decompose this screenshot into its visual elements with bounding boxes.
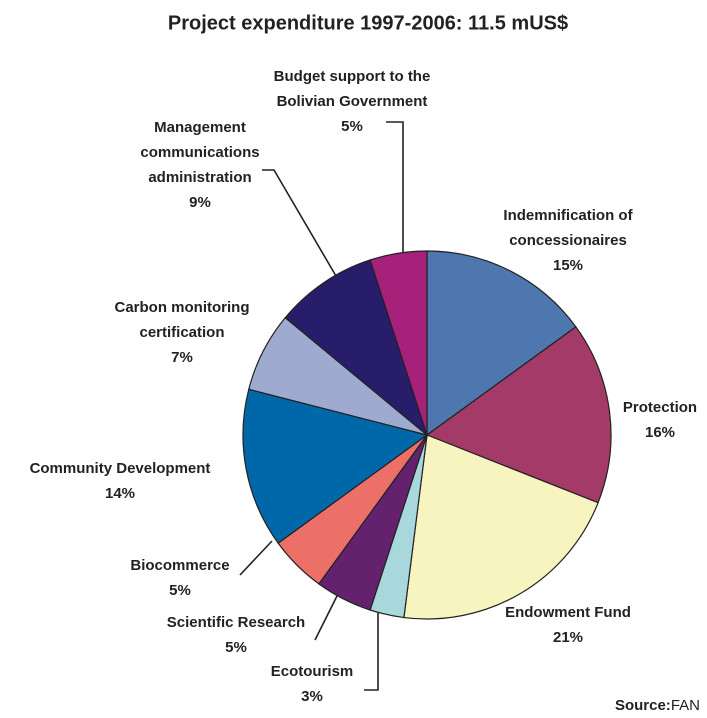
slice-label: Ecotourism xyxy=(271,663,354,680)
chart-title: Project expenditure 1997-2006: 11.5 mUS$ xyxy=(168,12,568,34)
value-label: 5% xyxy=(169,582,191,599)
value-label: 7% xyxy=(171,349,193,366)
pie-slice xyxy=(403,434,599,620)
pie-slice xyxy=(284,259,429,437)
slice-label: Indemnification of xyxy=(503,207,633,224)
slice-label: Community Development xyxy=(30,460,211,477)
slice-label: Bolivian Government xyxy=(277,93,428,110)
value-label: 14% xyxy=(105,485,135,502)
value-label: 15% xyxy=(553,257,583,274)
slice-label: Protection xyxy=(623,399,697,416)
leader-line xyxy=(386,121,404,252)
leader-line xyxy=(364,613,379,691)
slice-label: Endowment Fund xyxy=(505,604,631,621)
slice-label: certification xyxy=(139,324,224,341)
value-label: 16% xyxy=(645,424,675,441)
source-note: Source:FAN xyxy=(615,697,700,714)
slice-label: Management xyxy=(154,119,246,136)
source-label: Source: xyxy=(615,697,671,714)
slice-label: Budget support to the xyxy=(274,68,431,85)
pie-slice xyxy=(242,388,429,544)
slice-label: Biocommerce xyxy=(130,557,229,574)
pie-slice xyxy=(425,326,612,504)
slice-label: Carbon monitoring xyxy=(115,299,250,316)
slice-label: Scientific Research xyxy=(167,614,305,631)
slice-label: communications xyxy=(140,144,259,161)
slice-label: concessionaires xyxy=(509,232,627,249)
value-label: 5% xyxy=(225,639,247,656)
leader-line xyxy=(262,169,337,277)
value-label: 9% xyxy=(189,194,211,211)
slice-label: administration xyxy=(148,169,251,186)
source: FAN xyxy=(671,697,700,714)
pie-slice xyxy=(426,250,577,437)
value-label: 5% xyxy=(341,118,363,135)
value-label: 3% xyxy=(301,688,323,705)
value-label: 21% xyxy=(553,629,583,646)
pie-slice xyxy=(369,250,428,436)
leader-line xyxy=(239,540,273,576)
